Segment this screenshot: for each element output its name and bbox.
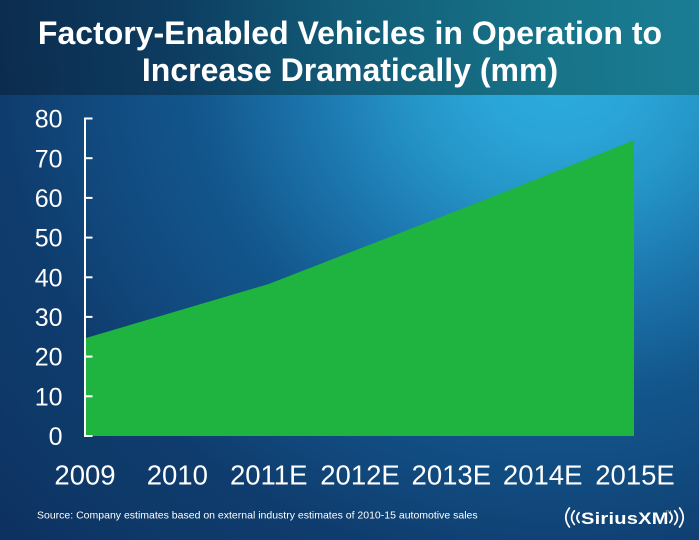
svg-text:Source: Company estimates base: Source: Company estimates based on exter… <box>37 510 478 522</box>
svg-text:2010: 2010 <box>147 460 208 491</box>
svg-text:30: 30 <box>35 304 63 332</box>
svg-text:20: 20 <box>35 344 63 372</box>
svg-text:2011E: 2011E <box>230 460 307 491</box>
svg-text:10: 10 <box>35 383 63 411</box>
svg-text:2009: 2009 <box>54 460 115 491</box>
svg-text:Factory-Enabled Vehicles in Op: Factory-Enabled Vehicles in Operation to <box>38 15 662 51</box>
svg-text:2015E: 2015E <box>595 460 675 491</box>
svg-text:TM: TM <box>666 509 672 514</box>
svg-text:50: 50 <box>35 225 63 253</box>
svg-text:2014E: 2014E <box>503 460 583 491</box>
svg-text:SiriusXM: SiriusXM <box>581 508 669 527</box>
svg-text:0: 0 <box>49 423 63 451</box>
svg-text:80: 80 <box>35 106 63 134</box>
svg-text:Increase Dramatically (mm): Increase Dramatically (mm) <box>142 52 558 88</box>
svg-text:40: 40 <box>35 264 63 292</box>
svg-text:60: 60 <box>35 185 63 213</box>
svg-text:2013E: 2013E <box>412 460 492 491</box>
svg-text:2012E: 2012E <box>320 460 400 491</box>
svg-text:70: 70 <box>35 145 63 173</box>
